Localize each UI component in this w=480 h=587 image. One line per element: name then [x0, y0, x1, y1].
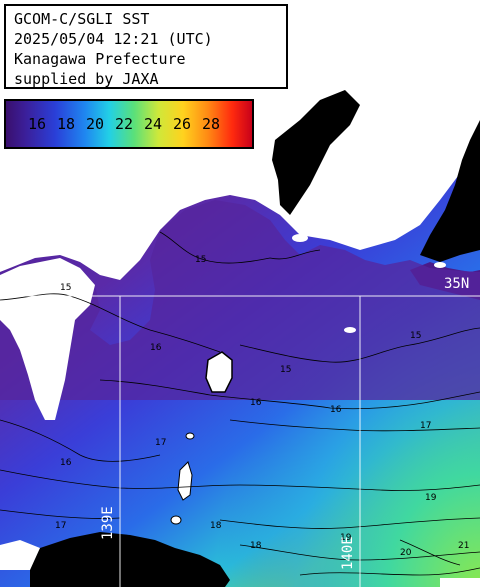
lat-label-right: 35N	[444, 276, 470, 292]
cloud-bottom-left	[0, 540, 40, 570]
land-boso-peninsula	[420, 120, 480, 262]
contour-label: 17	[155, 438, 166, 448]
contour-labels: 15 15 15 15 16 16 16 16 17 17 17 18 18 1…	[55, 255, 469, 558]
legend-label: 26	[173, 115, 192, 133]
contour-label: 16	[150, 343, 162, 353]
legend-label: 24	[144, 115, 163, 133]
contour-label: 19	[425, 493, 437, 503]
contour-label: 18	[250, 541, 262, 551]
legend-label: 22	[115, 115, 134, 133]
cloud-speck	[434, 262, 446, 268]
info-region: Kanagawa Prefecture	[14, 50, 186, 68]
cloud-izu	[0, 258, 95, 420]
island-oshima-coast	[205, 351, 233, 393]
island-kozu	[170, 515, 182, 525]
legend-label: 28	[202, 115, 221, 133]
graticule	[0, 295, 480, 587]
contour-label: 16	[60, 458, 72, 468]
contour-label: 15	[410, 331, 421, 341]
info-credit: supplied by JAXA	[14, 70, 159, 88]
island-toshima	[185, 432, 195, 440]
land-mainland-north	[272, 90, 360, 215]
contour-label: 19	[340, 533, 352, 543]
contour-label: 18	[210, 521, 222, 531]
contour-label: 20	[400, 548, 412, 558]
contour-label: 17	[420, 421, 431, 431]
contour-lines	[0, 231, 480, 576]
island-oshima	[206, 352, 232, 392]
lon-label-140e: 140E	[340, 536, 356, 570]
contour-label: 15	[280, 365, 291, 375]
contour-label: 16	[330, 405, 342, 415]
contour-label: 17	[55, 521, 66, 531]
lon-label-139e: 139E	[100, 506, 116, 540]
cloud-speck	[292, 234, 308, 242]
contour-label: 15	[195, 255, 206, 265]
legend-label: 18	[57, 115, 76, 133]
island-niijima	[177, 461, 193, 501]
contour-label: 21	[458, 541, 469, 551]
info-datetime: 2025/05/04 12:21 (UTC)	[14, 30, 213, 48]
contour-label: 15	[60, 283, 71, 293]
info-title: GCOM-C/SGLI SST	[14, 10, 150, 28]
cloud-bottom-right	[440, 578, 480, 587]
color-legend: 16 18 20 22 24 26 28	[4, 99, 254, 149]
lat-label-left: 35N	[10, 276, 36, 292]
contour-label: 16	[250, 398, 262, 408]
legend-label: 16	[28, 115, 47, 133]
info-box: GCOM-C/SGLI SST 2025/05/04 12:21 (UTC) K…	[4, 4, 288, 89]
legend-labels: 16 18 20 22 24 26 28	[28, 115, 231, 133]
legend-label: 20	[86, 115, 105, 133]
land-bottom-left	[30, 532, 230, 587]
cloud-speck	[344, 327, 356, 333]
